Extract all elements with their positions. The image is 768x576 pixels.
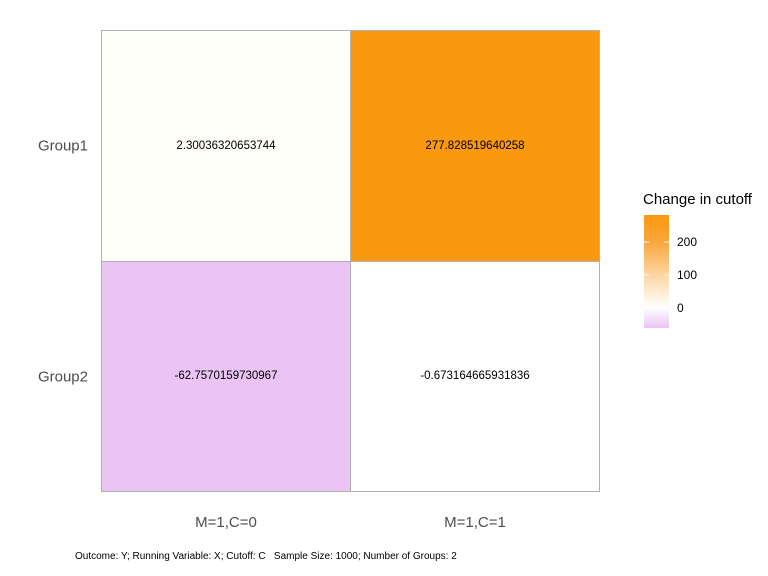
y-axis-label-group1: Group1 [37,137,88,155]
legend-tick-mark [644,241,649,243]
cell-value: -0.673164665931836 [420,370,530,383]
legend-tick-mark [644,307,649,309]
y-axis-label-group2: Group2 [37,368,88,386]
heatmap-cell: 277.828519640258 [351,31,600,262]
legend-gradient-bar [644,215,669,328]
legend-title: Change in cutoff [643,191,752,208]
heatmap-cell: -62.7570159730967 [102,261,351,492]
legend-tick-mark [664,307,669,309]
cell-value: 277.828519640258 [425,139,525,152]
legend-tick-label: 0 [677,300,684,315]
legend-tick-label: 100 [677,268,698,282]
x-axis-label-m1c0: M=1,C=0 [195,514,257,531]
legend-tick-label: 200 [677,235,698,249]
heatmap-cell: -0.673164665931836 [351,261,600,492]
figure-caption: Outcome: Y; Running Variable: X; Cutoff:… [75,551,457,562]
legend-tick-mark [664,274,669,276]
cell-value: -62.7570159730967 [174,370,278,383]
heatmap-cell: 2.30036320653744 [102,31,351,262]
x-axis-label-m1c1: M=1,C=1 [444,514,506,531]
legend-tick-mark [644,274,649,276]
cell-value: 2.30036320653744 [176,139,276,152]
plot-area: 2.30036320653744 277.828519640258 -62.75… [101,30,600,492]
legend-tick-mark [664,241,669,243]
